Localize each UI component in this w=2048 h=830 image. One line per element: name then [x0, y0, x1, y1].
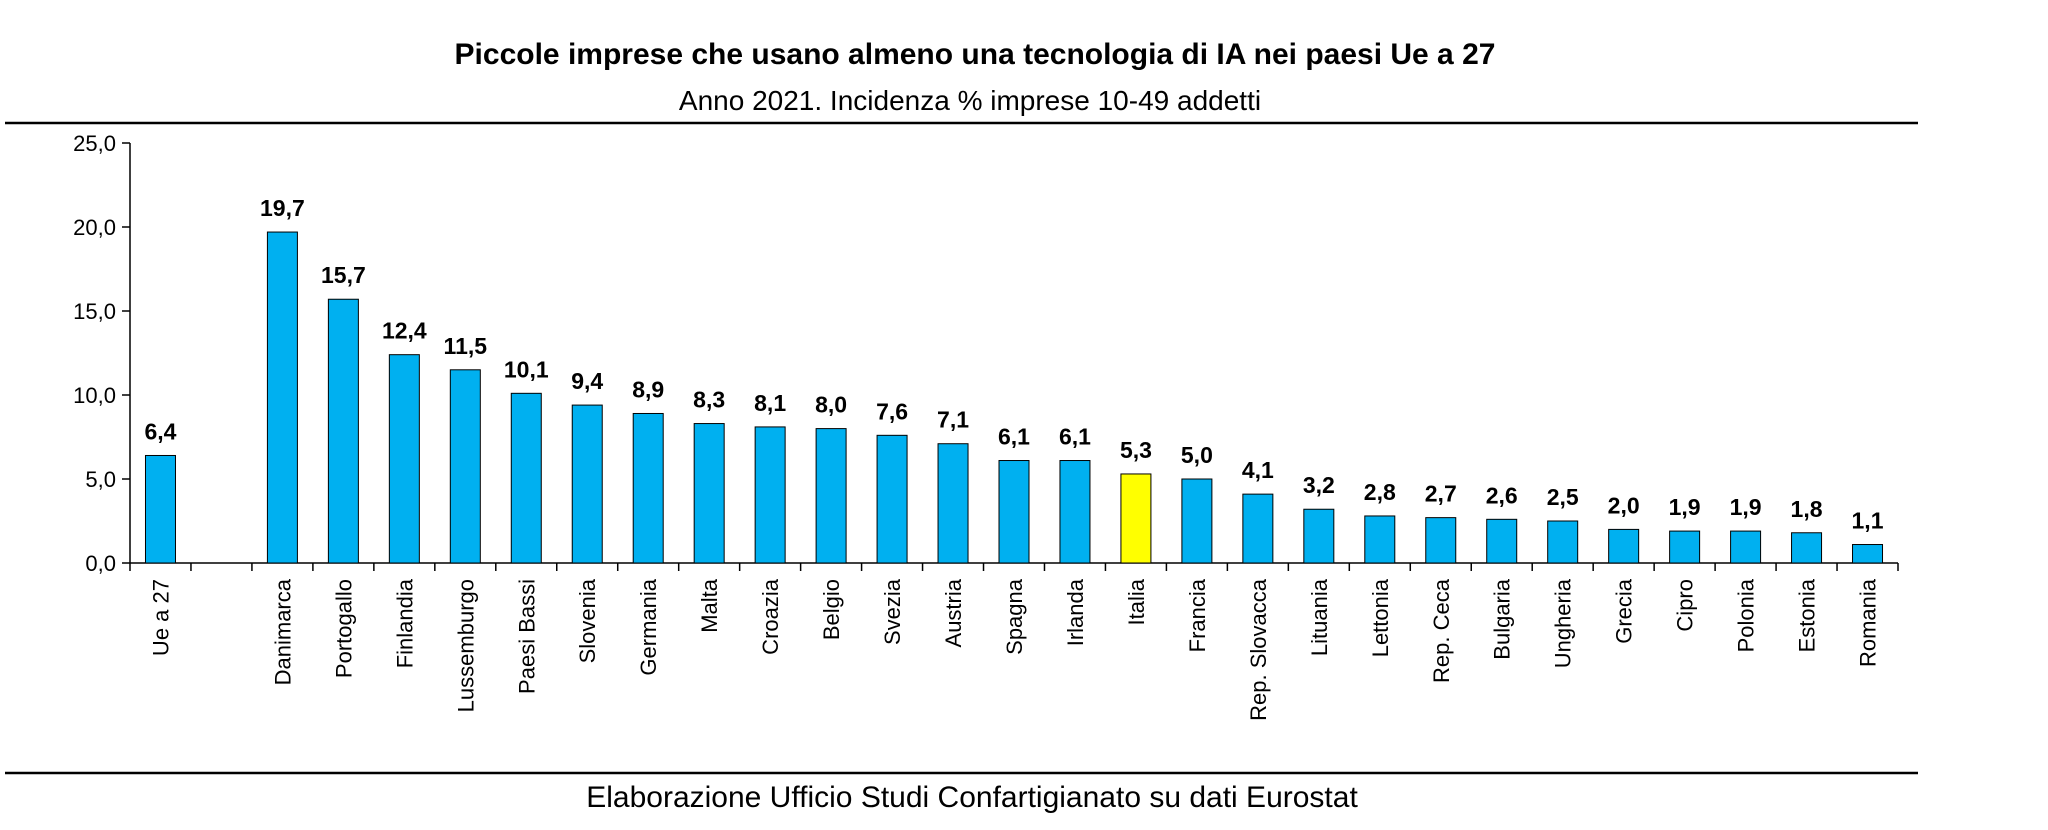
category-label: Slovenia — [575, 578, 600, 663]
category-label: Romania — [1856, 578, 1881, 667]
value-label: 11,5 — [444, 333, 488, 359]
bar — [754, 426, 786, 564]
category-label: Belgio — [819, 579, 844, 640]
category-label: Ue a 27 — [148, 579, 173, 656]
bar — [327, 298, 359, 564]
value-label: 1,9 — [1669, 494, 1701, 520]
bar — [1120, 473, 1152, 564]
value-label: 2,0 — [1608, 492, 1640, 518]
category-label: Portogallo — [331, 579, 356, 678]
value-label: 5,3 — [1120, 437, 1152, 463]
category-label: Bulgaria — [1490, 578, 1515, 659]
value-label: 7,6 — [876, 398, 908, 424]
category-label: Svezia — [880, 578, 905, 645]
bar — [1486, 518, 1518, 564]
value-label: 19,7 — [260, 195, 305, 221]
bar — [1303, 508, 1335, 564]
y-tick-label: 15,0 — [73, 299, 116, 324]
value-label: 2,6 — [1486, 482, 1518, 508]
bar — [1425, 517, 1457, 564]
category-label: Rep. Ceca — [1429, 578, 1454, 683]
category-label: Paesi Bassi — [514, 579, 539, 694]
bar — [266, 231, 298, 564]
bar — [388, 354, 420, 564]
category-label: Malta — [697, 578, 722, 633]
category-label: Polonia — [1734, 578, 1759, 652]
category-label: Croazia — [758, 578, 783, 655]
value-label: 5,0 — [1181, 442, 1213, 468]
bar — [1181, 478, 1213, 564]
y-tick-label: 0,0 — [85, 551, 116, 576]
value-label: 6,1 — [998, 424, 1030, 450]
bar — [1547, 520, 1579, 564]
bar — [571, 404, 603, 564]
bar — [632, 412, 664, 564]
value-label: 8,0 — [815, 392, 847, 418]
category-label: Ungheria — [1551, 578, 1576, 668]
value-label: 1,1 — [1852, 508, 1884, 534]
value-label: 9,4 — [571, 368, 603, 394]
bar — [1364, 515, 1396, 564]
value-label: 8,1 — [754, 390, 786, 416]
bar — [1059, 460, 1091, 564]
value-label: 8,9 — [632, 376, 664, 402]
value-label: 12,4 — [382, 318, 427, 344]
category-label: Cipro — [1673, 579, 1698, 632]
bar — [1669, 530, 1701, 564]
category-label: Irlanda — [1063, 578, 1088, 646]
y-tick-label: 20,0 — [73, 215, 116, 240]
value-label: 4,1 — [1242, 457, 1274, 483]
value-label: 15,7 — [321, 262, 366, 288]
value-label: 2,5 — [1547, 484, 1579, 510]
bar — [937, 443, 969, 564]
category-label: Austria — [941, 578, 966, 647]
bar — [1242, 493, 1274, 564]
category-label: Lettonia — [1368, 578, 1393, 657]
category-label: Francia — [1185, 578, 1210, 652]
value-label: 10,1 — [504, 356, 549, 382]
bar — [1852, 544, 1884, 564]
value-label: 7,1 — [937, 407, 969, 433]
plot-area: 0,0 5,0 10,0 15,0 20,0 25,0 6,4 Ue a 27 19,7 Dani… — [73, 131, 1899, 721]
chart-subtitle: Anno 2021. Incidenza % imprese 10-49 add… — [679, 85, 1261, 116]
value-label: 2,7 — [1425, 481, 1457, 507]
value-label: 3,2 — [1303, 472, 1335, 498]
bar — [144, 454, 176, 564]
bar — [1791, 532, 1823, 564]
bar — [876, 434, 908, 564]
bar — [815, 428, 847, 564]
category-label: Danimarca — [270, 578, 295, 685]
category-label: Grecia — [1612, 578, 1637, 644]
bar — [1730, 530, 1762, 564]
bar — [693, 423, 725, 564]
source-note: Elaborazione Ufficio Studi Confartigiana… — [586, 781, 1358, 814]
category-label: Lituania — [1307, 578, 1332, 656]
category-label: Estonia — [1795, 578, 1820, 652]
category-label: Rep. Slovacca — [1246, 578, 1271, 721]
category-label: Finlandia — [392, 578, 417, 668]
value-label: 8,3 — [693, 387, 725, 413]
y-tick-label: 5,0 — [85, 467, 116, 492]
value-label: 6,4 — [144, 418, 176, 444]
chart-title: Piccole imprese che usano almeno una tec… — [455, 38, 1496, 71]
value-label: 2,8 — [1364, 479, 1396, 505]
y-tick-label: 25,0 — [73, 131, 116, 156]
y-tick-label: 10,0 — [73, 383, 116, 408]
category-label: Italia — [1124, 578, 1149, 625]
value-label: 1,8 — [1791, 496, 1823, 522]
bar — [998, 460, 1030, 564]
bar — [449, 369, 481, 564]
bar — [510, 392, 542, 564]
value-label: 1,9 — [1730, 494, 1762, 520]
category-label: Lussemburgo — [453, 579, 478, 712]
category-label: Spagna — [1002, 578, 1027, 655]
value-label: 6,1 — [1059, 424, 1091, 450]
category-label: Germania — [636, 578, 661, 675]
bar — [1608, 528, 1640, 564]
